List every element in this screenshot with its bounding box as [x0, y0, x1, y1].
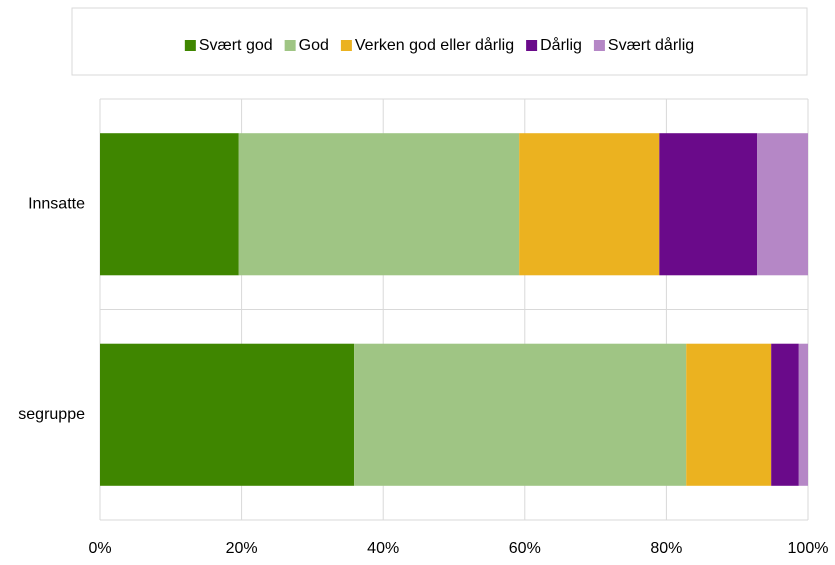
- bar-segment: [686, 343, 772, 486]
- legend-marker: [593, 40, 605, 51]
- x-tick-label: 40%: [367, 540, 399, 557]
- legend-label: Dårlig: [540, 36, 582, 54]
- legend-label: Svært god: [199, 37, 273, 54]
- x-tick-label: 20%: [226, 540, 258, 557]
- bar-segment: [659, 133, 758, 276]
- bar-segment: [519, 133, 660, 276]
- x-tick-label: 60%: [509, 540, 541, 557]
- legend-label: God: [299, 37, 329, 54]
- legend-label: Verken god eller dårlig: [355, 36, 514, 54]
- bar-segment: [354, 343, 687, 486]
- x-tick-label: 0%: [88, 540, 111, 557]
- bar-segment: [100, 343, 355, 486]
- bar-segment: [757, 133, 808, 276]
- bar-segment: [771, 343, 799, 486]
- y-tick-label: segruppe: [18, 406, 85, 423]
- legend-marker: [184, 40, 196, 51]
- legend-marker: [284, 40, 296, 51]
- legend-marker: [340, 40, 352, 51]
- legend-label: Svært dårlig: [608, 36, 694, 54]
- bar-segment: [100, 133, 239, 276]
- x-tick-label: 80%: [650, 540, 682, 557]
- legend-marker: [526, 40, 538, 51]
- y-tick-label: Innsatte: [28, 195, 85, 212]
- bar-segment: [238, 133, 520, 276]
- x-tick-label: 100%: [788, 540, 829, 557]
- bar-segment: [798, 343, 808, 486]
